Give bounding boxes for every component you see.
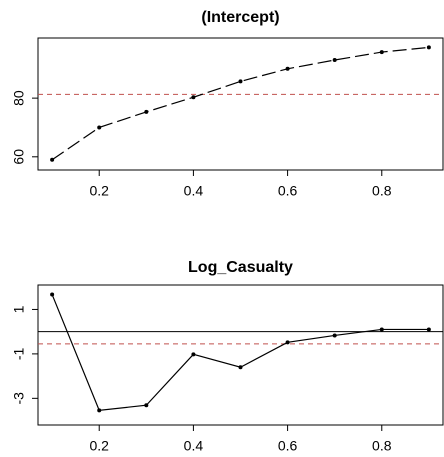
x-tick-label: 0.6 <box>278 183 298 199</box>
chart-title: (Intercept) <box>201 9 279 26</box>
data-point <box>379 50 384 55</box>
data-point <box>332 333 337 338</box>
plot-frame <box>37 37 444 171</box>
data-point <box>50 292 55 297</box>
data-point <box>285 340 290 345</box>
x-tick-label: 0.8 <box>372 438 392 454</box>
data-point <box>97 408 102 413</box>
y-tick-label: 80 <box>11 90 27 106</box>
series-line <box>51 294 429 411</box>
x-tick-label: 0.4 <box>184 438 204 454</box>
data-point <box>238 365 243 370</box>
x-tick-label: 0.8 <box>372 183 392 199</box>
data-point <box>50 157 55 162</box>
y-tick-label: -3 <box>11 392 27 405</box>
data-point <box>285 66 290 71</box>
series-line <box>51 46 429 161</box>
x-tick-label: 0.4 <box>184 183 204 199</box>
data-point <box>144 403 149 408</box>
data-point <box>426 327 431 332</box>
data-point <box>144 109 149 114</box>
data-point <box>191 95 196 100</box>
data-point <box>379 327 384 332</box>
y-tick-label: 1 <box>11 305 27 313</box>
data-point <box>332 58 337 62</box>
data-point <box>97 125 102 130</box>
x-tick-label: 0.2 <box>89 438 109 454</box>
data-point <box>426 45 431 50</box>
chart-title: Log_Casualty <box>188 259 293 276</box>
plot-frame <box>37 284 444 426</box>
x-tick-label: 0.2 <box>89 183 109 199</box>
x-tick-label: 0.6 <box>278 438 298 454</box>
data-point <box>191 352 196 357</box>
data-point <box>238 79 243 84</box>
y-tick-label: 60 <box>11 149 27 165</box>
y-tick-label: -1 <box>11 347 27 360</box>
